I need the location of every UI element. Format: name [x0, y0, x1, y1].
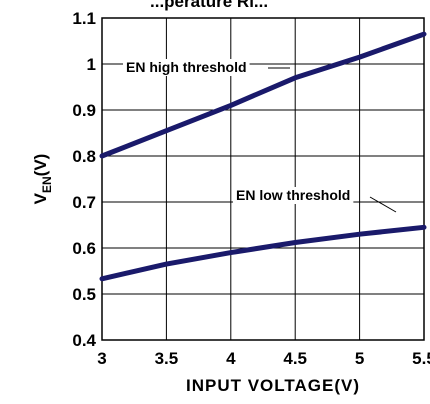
y-tick-label: 0.4 — [72, 331, 96, 350]
x-tick-label: 4 — [226, 349, 236, 368]
x-tick-label: 5.5 — [412, 349, 430, 368]
y-axis-label-sub: EN — [40, 176, 54, 193]
series-lines — [99, 31, 427, 282]
y-tick-label: 0.5 — [72, 285, 96, 304]
annotations: EN high threshold EN low threshold — [123, 59, 397, 213]
chart-title-fragment: ...perature Ri... — [150, 0, 268, 11]
y-tick-label: 0.9 — [72, 101, 96, 120]
y-tick-label: 0.7 — [72, 193, 96, 212]
y-tick-label: 0.8 — [72, 147, 96, 166]
x-tick-label: 3.5 — [155, 349, 179, 368]
annotation-bg-low — [233, 187, 354, 204]
series-line-en-high — [99, 31, 427, 159]
annotation-bg-high — [123, 59, 250, 76]
annotation-en-high: EN high threshold — [126, 59, 247, 75]
series-line-en-low — [99, 224, 427, 282]
x-tick-label: 5 — [355, 349, 364, 368]
x-tick-label: 3 — [97, 349, 106, 368]
x-axis-label: INPUT VOLTAGE(V) — [186, 376, 360, 395]
y-tick-label: 1 — [87, 55, 96, 74]
plot-frame — [101, 17, 425, 341]
y-tick-label: 1.1 — [72, 9, 96, 28]
y-axis-label: VEN(V) — [31, 154, 54, 205]
y-axis-label-main: V — [31, 192, 50, 204]
annotation-leader-low — [369, 196, 397, 213]
annotation-en-low: EN low threshold — [236, 187, 350, 203]
x-tick-label: 4.5 — [283, 349, 307, 368]
y-tick-label: 0.6 — [72, 239, 96, 258]
y-tick-labels: 0.4 0.5 0.6 0.7 0.8 0.9 1 1.1 — [72, 9, 96, 350]
y-axis-label-unit: (V) — [31, 154, 50, 177]
x-tick-labels: 3 3.5 4 4.5 5 5.5 — [97, 349, 430, 368]
